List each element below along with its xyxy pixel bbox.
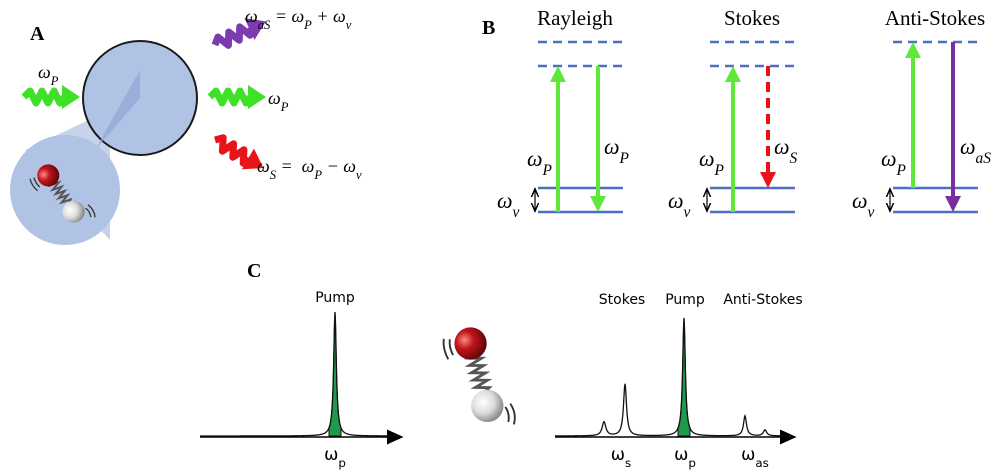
subscript: P xyxy=(280,100,289,114)
diagram-title: Rayleigh xyxy=(537,6,613,30)
label: ωp xyxy=(674,445,696,470)
pump-spectrum xyxy=(200,311,398,437)
panel-label: C xyxy=(247,260,261,282)
label: ωP xyxy=(604,134,630,167)
label-text: ω xyxy=(741,445,755,465)
label: ωP xyxy=(38,62,59,88)
subscript: ν xyxy=(356,168,362,182)
label-text: + ω xyxy=(312,6,346,26)
photon-arrow xyxy=(214,134,264,170)
subscript: as xyxy=(755,456,768,470)
subscript: P xyxy=(542,162,553,179)
label-text: ω xyxy=(497,188,513,213)
peak-label: Pump xyxy=(665,292,705,308)
subscript: P xyxy=(313,168,322,182)
peak-label: Anti-Stokes xyxy=(723,292,802,308)
diagram-title: Stokes xyxy=(724,6,780,30)
label-text: ω xyxy=(245,6,258,26)
label: ωP xyxy=(268,88,289,114)
label: ων xyxy=(497,188,520,221)
label-text: ω xyxy=(674,445,688,465)
label-text: ω xyxy=(324,445,338,465)
wave xyxy=(207,87,253,107)
subscript: aS xyxy=(258,18,271,32)
subscript: ν xyxy=(513,204,520,221)
photon-arrow xyxy=(21,85,80,109)
subscript: ν xyxy=(684,204,691,221)
label-text: ω xyxy=(881,146,897,171)
subscript: s xyxy=(625,456,631,470)
label: ωS xyxy=(774,134,798,167)
arrow-head xyxy=(248,85,266,109)
subscript: S xyxy=(270,168,277,182)
label: ων xyxy=(852,188,875,221)
label-text: ω xyxy=(774,134,790,159)
panel-label: A xyxy=(30,23,45,45)
panel-a xyxy=(10,40,198,245)
wave xyxy=(211,23,255,49)
arrow-head xyxy=(241,148,264,170)
label-text: ω xyxy=(960,134,976,159)
subscript: S xyxy=(790,150,798,167)
label: ωp xyxy=(324,445,346,470)
subscript: ν xyxy=(346,18,352,32)
label-text: ω xyxy=(699,146,715,171)
peak-label: Stokes xyxy=(599,292,645,308)
label: ωS = ωP − ων xyxy=(257,156,362,182)
label-text: = ω xyxy=(270,6,304,26)
label: ων xyxy=(668,188,691,221)
label: ωaS xyxy=(960,134,991,167)
photon-arrow xyxy=(207,85,266,109)
subscript: P xyxy=(303,18,312,32)
label-text: ω xyxy=(257,156,270,176)
subscript: P xyxy=(619,150,630,167)
label-text: ω xyxy=(268,88,281,108)
subscript: p xyxy=(338,456,346,470)
subscript: ν xyxy=(868,204,875,221)
label-text: ω xyxy=(852,188,868,213)
label: ωP xyxy=(699,146,725,179)
subscript: P xyxy=(714,162,725,179)
panel-label: B xyxy=(482,17,495,39)
label-text: ω xyxy=(668,188,684,213)
label-text: ω xyxy=(611,445,625,465)
diagram-title: Anti-Stokes xyxy=(885,6,985,30)
subscript: P xyxy=(896,162,907,179)
panel-c xyxy=(200,311,797,445)
arrow-head xyxy=(62,85,80,109)
label: ωas xyxy=(741,445,769,470)
label: ωs xyxy=(611,445,631,470)
cone-shade xyxy=(95,70,140,150)
label: ωP xyxy=(881,146,907,179)
label-text: ω xyxy=(38,62,51,82)
arrow-head xyxy=(244,18,266,40)
wave xyxy=(21,87,67,107)
raman-spectrum xyxy=(555,317,792,437)
label-text: = ω xyxy=(276,156,314,176)
label: ωaS = ωP + ων xyxy=(245,6,352,32)
subscript: aS xyxy=(976,150,992,167)
subscript: p xyxy=(688,456,696,470)
label-text: − ω xyxy=(322,156,356,176)
panel-b xyxy=(535,40,978,214)
molecule xyxy=(439,320,519,439)
label-text: ω xyxy=(527,146,543,171)
photon-arrow xyxy=(211,18,266,49)
peak-label: Pump xyxy=(315,290,355,306)
wave xyxy=(214,134,252,167)
label-text: ω xyxy=(604,134,620,159)
label: ωP xyxy=(527,146,553,179)
subscript: P xyxy=(50,74,59,88)
